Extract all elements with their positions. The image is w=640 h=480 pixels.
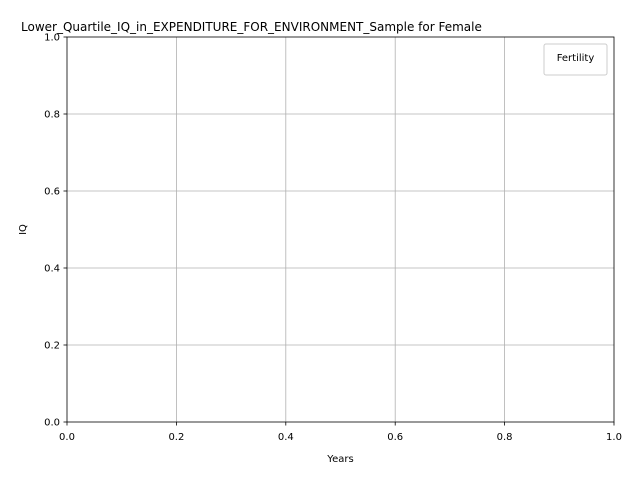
x-tick-label: 0.0 <box>59 432 75 443</box>
plot-area <box>67 37 614 422</box>
y-tick-label: 0.2 <box>44 341 60 352</box>
x-tick-label: 0.2 <box>168 432 184 443</box>
x-tick-label: 0.8 <box>497 432 513 443</box>
y-axis: 0.0 0.2 0.4 0.6 0.8 1.0 <box>44 33 67 429</box>
y-axis-label: IQ <box>18 224 29 235</box>
x-tick-label: 1.0 <box>606 432 622 443</box>
x-tick-label: 0.4 <box>278 432 294 443</box>
y-tick-label: 0.0 <box>44 418 60 429</box>
legend: Fertility <box>543 43 608 76</box>
legend-box <box>543 43 608 76</box>
y-tick-label: 0.8 <box>44 110 60 121</box>
grid-lines <box>67 37 614 422</box>
x-axis: 0.0 0.2 0.4 0.6 0.8 1.0 <box>59 422 622 443</box>
legend-title: Fertility <box>557 53 595 64</box>
y-tick-label: 0.6 <box>44 187 60 198</box>
y-tick-label: 0.4 <box>44 264 60 275</box>
axes-frame <box>66 36 615 423</box>
x-axis-label: Years <box>326 454 353 465</box>
x-tick-label: 0.6 <box>387 432 403 443</box>
y-tick-label: 1.0 <box>44 33 60 44</box>
chart-title: Lower_Quartile_IQ_in_EXPENDITURE_FOR_ENV… <box>21 20 482 34</box>
